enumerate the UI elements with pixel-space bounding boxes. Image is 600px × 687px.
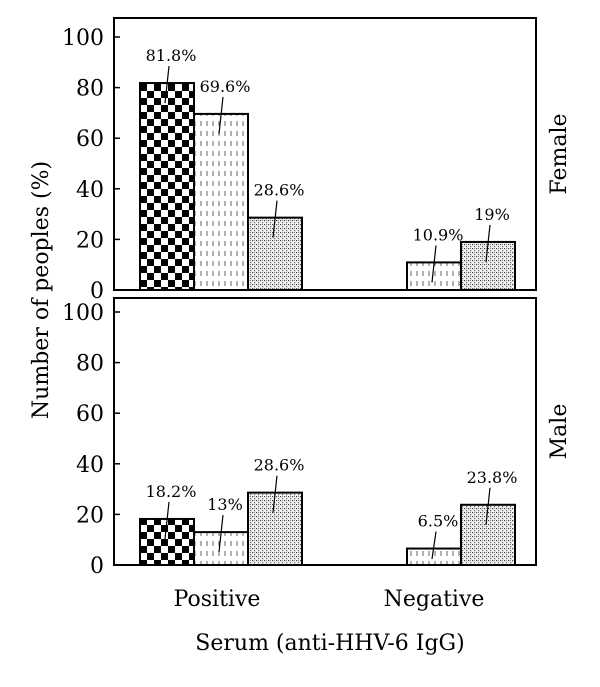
panel-label-male: Male [547,404,572,460]
bar [406,547,462,566]
bar [139,82,195,291]
y-tick-label: 100 [62,301,104,326]
panel-label-female: Female [547,113,572,194]
label-leader [164,65,170,104]
data-label: 81.8% [146,46,197,65]
x-axis-title: Serum (anti-HHV-6 IgG) [195,631,464,656]
y-tick-label: 60 [76,127,104,152]
y-tick-label: 100 [62,26,104,51]
label-leader [431,245,437,283]
label-leader [218,96,224,134]
bar [460,503,516,567]
label-leader [272,200,278,238]
y-tick-label: 20 [76,503,104,528]
label-leader [431,531,437,560]
data-label: 28.6% [254,456,305,475]
y-tick-label: 20 [76,228,104,253]
label-leader [485,487,491,525]
data-label: 6.5% [418,512,459,531]
data-label: 28.6% [254,181,305,200]
data-label: 10.9% [413,225,464,244]
bar [247,491,303,566]
y-tick-label: 0 [90,279,104,304]
y-tick-label: 80 [76,77,104,102]
data-label: 18.2% [146,482,197,501]
label-leader [272,475,278,513]
y-tick-label: 60 [76,402,104,427]
panel-frame-male [113,297,537,566]
data-label: 13% [207,495,243,514]
bar [247,216,303,291]
y-tick-label: 80 [76,352,104,377]
x-category-label: Positive [174,587,261,612]
bar [193,112,249,291]
data-label: 19% [474,205,510,224]
data-label: 23.8% [467,468,518,487]
y-axis-title: Number of peoples (%) [29,161,54,419]
y-tick-label: 40 [76,453,104,478]
y-tick-label: 40 [76,178,104,203]
x-category-label: Negative [384,587,485,612]
label-leader [218,515,224,553]
y-tick-label: 0 [90,554,104,579]
data-label: 69.6% [200,77,251,96]
label-leader [485,224,491,262]
bar [460,240,516,291]
label-leader [164,501,170,540]
panel-frame-female [113,17,537,291]
